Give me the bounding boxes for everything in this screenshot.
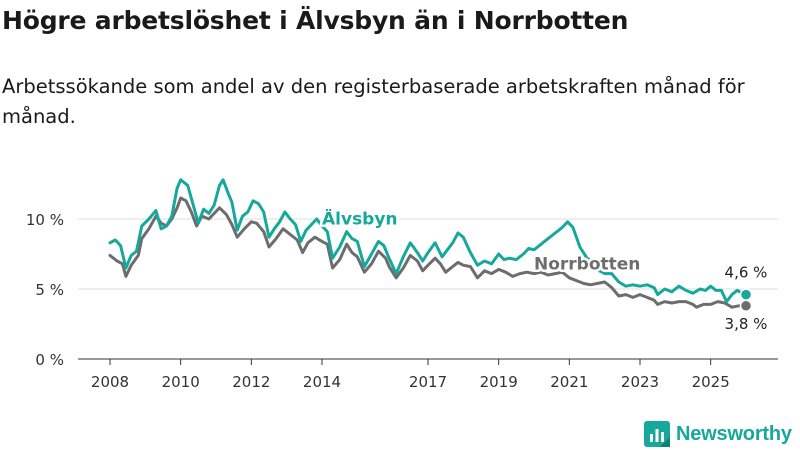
end-point-norrbotten [739, 299, 753, 313]
chart-title: Högre arbetslöshet i Älvsbyn än i Norrbo… [2, 6, 629, 35]
x-tick-label: 2014 [303, 373, 341, 391]
newsworthy-logo-icon [644, 421, 670, 447]
newsworthy-logo: Newsworthy [644, 420, 792, 448]
x-tick-label: 2008 [91, 373, 129, 391]
end-label-norrbotten: 3,8 % [725, 315, 768, 333]
x-tick-label: 2019 [480, 373, 518, 391]
y-tick-label: 10 % [26, 211, 64, 229]
x-tick-label: 2023 [621, 373, 659, 391]
newsworthy-logo-text: Newsworthy [676, 422, 792, 445]
series-line-alvsbyn [108, 178, 748, 304]
chart-subtitle: Arbetssökande som andel av den registerb… [2, 75, 745, 128]
x-tick-label: 2021 [550, 373, 588, 391]
series-label-alvsbyn: Älvsbyn [322, 208, 398, 230]
series-label-norrbotten: Norrbotten [534, 254, 640, 274]
y-tick-label: 0 % [35, 351, 64, 369]
end-point-alvsbyn [739, 288, 753, 301]
x-tick-label: 2012 [232, 373, 270, 391]
end-label-alvsbyn: 4,6 % [725, 264, 768, 282]
x-tick-label: 2010 [162, 373, 200, 391]
x-tick-label: 2017 [409, 373, 447, 391]
y-tick-label: 5 % [35, 281, 64, 299]
x-tick-label: 2025 [692, 373, 730, 391]
